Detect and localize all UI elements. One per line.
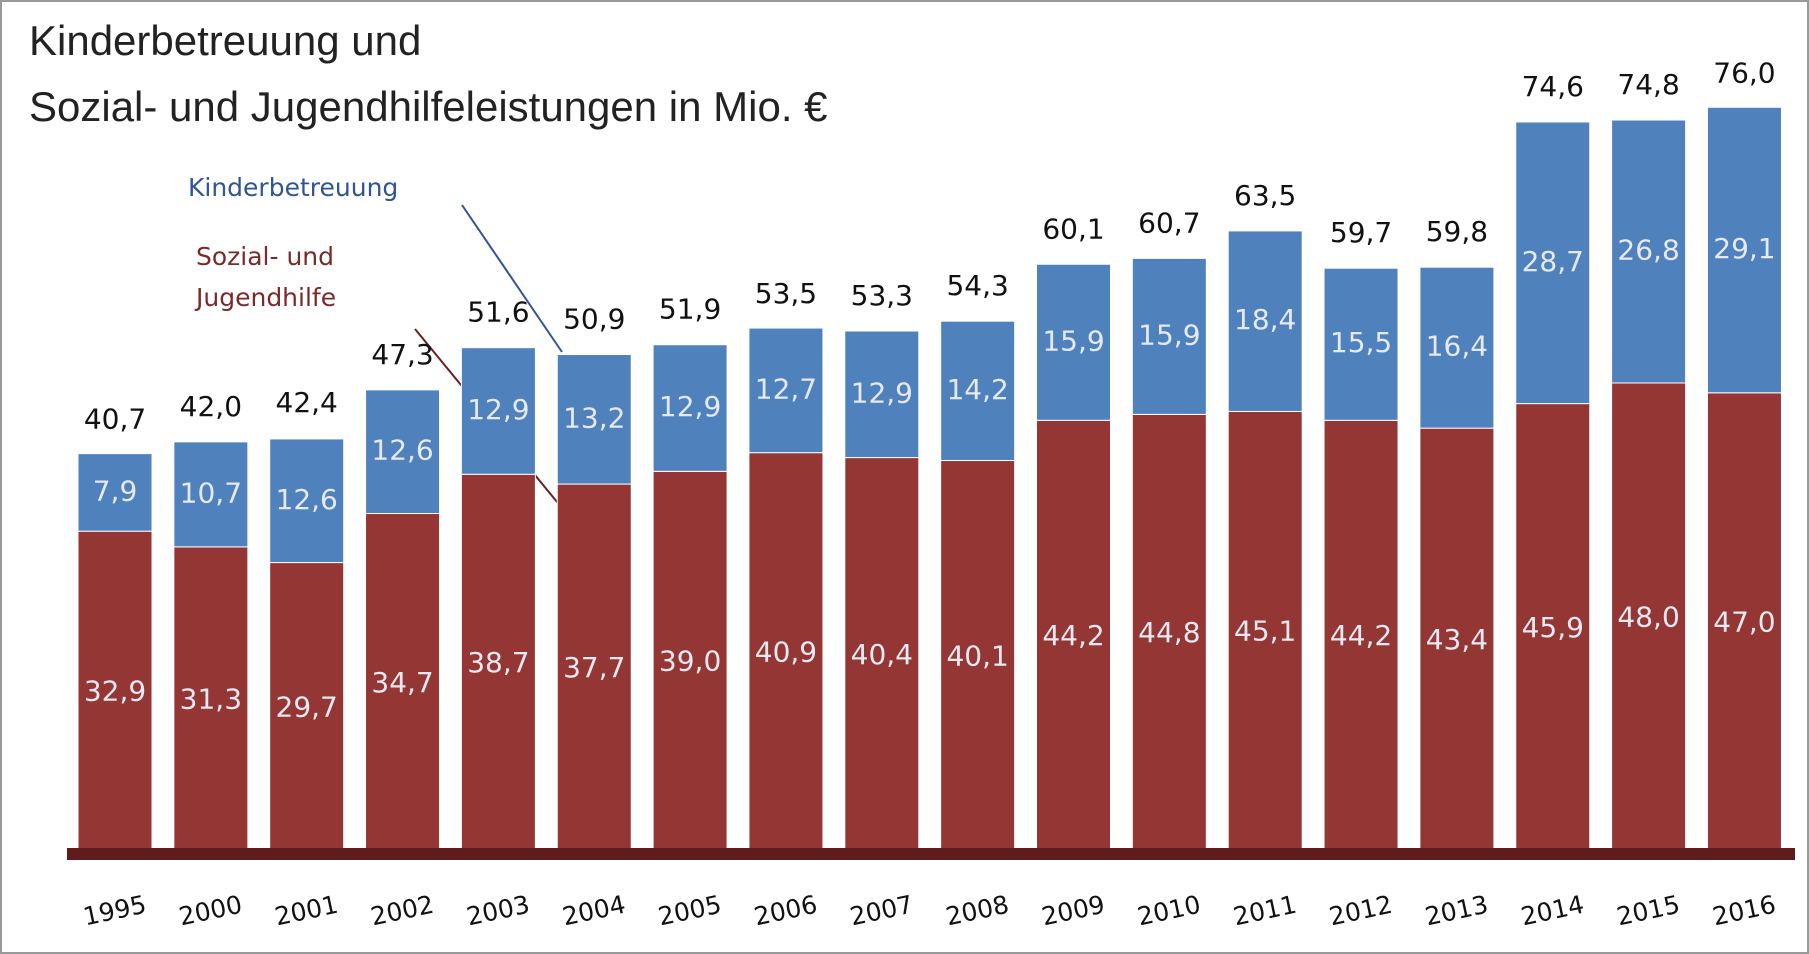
bar-segment	[1036, 263, 1111, 421]
bar-segment	[365, 389, 441, 515]
bar-segment	[460, 473, 536, 855]
bar-segment	[1419, 266, 1495, 429]
value-label: 39,0	[659, 645, 721, 678]
series-annotation: Kinderbetreuung	[188, 173, 398, 202]
value-label: 47,0	[1713, 605, 1775, 638]
value-label: 29,7	[276, 690, 338, 723]
total-label: 40,7	[84, 403, 146, 436]
chart-title: Kinderbetreuung und	[29, 17, 421, 64]
chart-title: Sozial- und Jugendhilfeleistungen in Mio…	[29, 83, 828, 130]
value-label: 15,5	[1330, 326, 1392, 359]
value-label: 7,9	[93, 474, 138, 507]
bar-segment	[1706, 392, 1782, 855]
value-label: 43,4	[1426, 623, 1488, 656]
value-label: 12,6	[276, 483, 338, 516]
bar-segment	[269, 562, 345, 855]
bar-segment	[1419, 427, 1495, 855]
total-label: 60,1	[1042, 212, 1104, 245]
value-label: 44,8	[1138, 616, 1200, 649]
value-label: 12,9	[851, 376, 913, 409]
value-label: 26,8	[1617, 234, 1679, 267]
total-label: 42,4	[276, 386, 338, 419]
value-label: 48,0	[1617, 601, 1679, 634]
bar-segment	[844, 330, 920, 459]
bar-segment	[365, 513, 441, 855]
bar-segment	[844, 457, 920, 855]
total-label: 51,6	[467, 296, 529, 329]
value-label: 10,7	[180, 476, 242, 509]
value-label: 14,2	[946, 373, 1008, 406]
bar-segment	[1611, 119, 1687, 384]
total-label: 54,3	[946, 269, 1008, 302]
value-label: 15,9	[1042, 324, 1104, 357]
value-label: 44,2	[1042, 619, 1104, 652]
value-label: 13,2	[563, 401, 625, 434]
bar-segment	[652, 344, 728, 472]
series-annotation: Sozial- und Jugendhilfe	[196, 242, 337, 312]
value-label: 15,9	[1138, 318, 1200, 351]
total-label: 74,6	[1522, 70, 1584, 103]
total-label: 63,5	[1234, 179, 1296, 212]
bar-segment	[460, 347, 536, 475]
baseline	[67, 848, 1795, 860]
value-label: 34,7	[371, 666, 433, 699]
bar-segment	[556, 354, 632, 485]
value-label: 37,7	[563, 651, 625, 684]
value-label: 40,4	[851, 638, 913, 671]
value-label: 28,7	[1522, 245, 1584, 278]
value-label: 29,1	[1713, 232, 1775, 265]
value-label: 40,1	[946, 639, 1008, 672]
bar-segment	[1323, 267, 1399, 421]
bar-segment	[1611, 382, 1687, 855]
leader-line	[461, 204, 563, 353]
value-label: 32,9	[84, 675, 146, 708]
total-label: 42,0	[180, 390, 242, 423]
total-label: 51,9	[659, 293, 721, 326]
total-label: 50,9	[563, 303, 625, 336]
value-label: 12,9	[467, 393, 529, 426]
bar-segment	[556, 483, 632, 855]
value-label: 45,9	[1522, 611, 1584, 644]
value-label: 12,7	[755, 372, 817, 405]
bar-segment	[652, 470, 728, 855]
bar-segment	[269, 438, 345, 564]
bar-segment	[1515, 121, 1591, 405]
value-label: 12,6	[371, 434, 433, 467]
value-label: 31,3	[180, 682, 242, 715]
total-label: 59,7	[1330, 216, 1392, 249]
value-label: 12,9	[659, 390, 721, 423]
total-label: 47,3	[371, 338, 433, 371]
bar-segment	[173, 441, 249, 548]
value-label: 38,7	[467, 646, 529, 679]
total-label: 60,7	[1138, 206, 1200, 239]
bar-segment	[1706, 106, 1782, 394]
bar-segment	[940, 320, 1016, 462]
value-label: 16,4	[1426, 330, 1488, 363]
value-label: 45,1	[1234, 615, 1296, 648]
value-label: 40,9	[755, 635, 817, 668]
total-label: 53,3	[851, 279, 913, 312]
total-label: 76,0	[1713, 56, 1775, 89]
bar-segment	[1036, 419, 1111, 855]
bar-segment	[748, 452, 824, 855]
value-label: 18,4	[1234, 303, 1296, 336]
bar-segment	[1227, 230, 1303, 412]
bar-segment	[940, 460, 1016, 855]
value-label: 44,2	[1330, 619, 1392, 652]
bar-segment	[77, 453, 153, 532]
bar-segment	[1131, 257, 1207, 415]
bar-segment	[748, 327, 824, 454]
bar-segment	[1227, 410, 1303, 855]
total-label: 59,8	[1426, 215, 1488, 248]
bar-segment	[1323, 419, 1399, 855]
total-label: 53,5	[755, 277, 817, 310]
total-label: 74,8	[1617, 68, 1679, 101]
